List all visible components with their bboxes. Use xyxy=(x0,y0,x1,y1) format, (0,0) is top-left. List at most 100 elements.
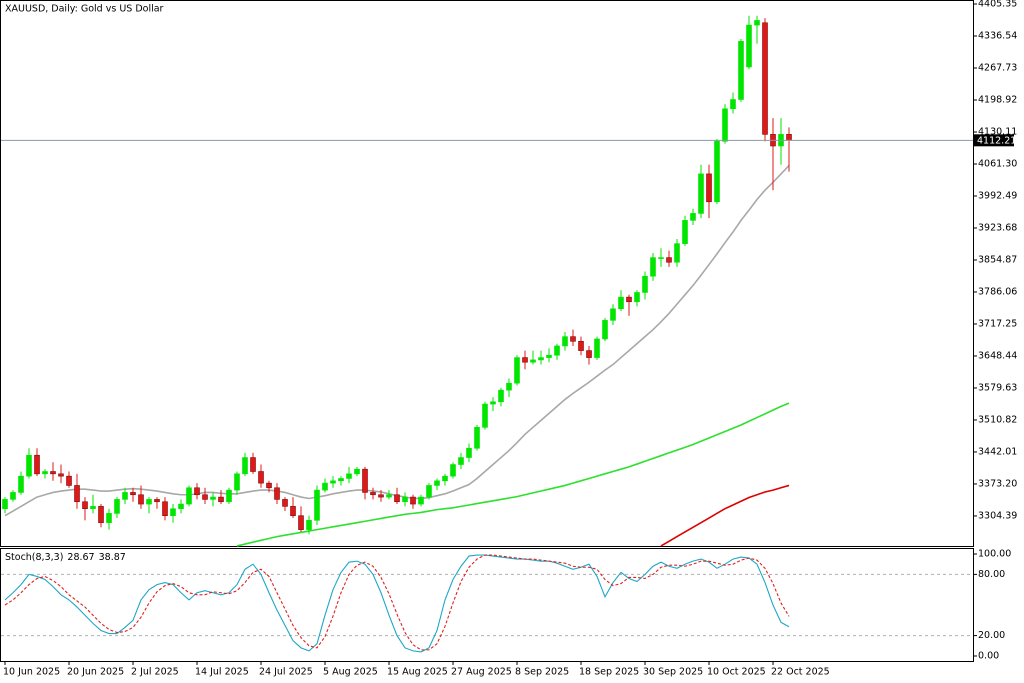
stoch-title: Stoch(8,3,3) xyxy=(5,552,63,563)
candle-body xyxy=(530,359,536,363)
y-tick-label: 3786.06 xyxy=(978,286,1017,297)
candle-body xyxy=(506,382,512,391)
candle-body xyxy=(378,494,384,498)
candle-body xyxy=(482,403,488,428)
y-tick-label: 80.00 xyxy=(978,569,1005,580)
candle-body xyxy=(450,464,456,477)
candle-body xyxy=(242,457,248,475)
candle-body xyxy=(746,24,752,68)
candle-body xyxy=(186,487,192,505)
x-tick-label: 15 Aug 2025 xyxy=(387,667,448,678)
candle-body xyxy=(26,454,32,477)
candle-body xyxy=(650,257,656,277)
candle-body xyxy=(546,354,552,358)
candle-body xyxy=(490,401,496,405)
main-pane-frame xyxy=(0,0,974,547)
price-label-box xyxy=(974,134,1014,147)
candle-body xyxy=(642,275,648,293)
y-tick-label: 4336.54 xyxy=(978,30,1017,41)
y-tick-label: 0.00 xyxy=(978,651,999,662)
candle-body xyxy=(138,494,144,505)
stoch-line xyxy=(4,554,790,653)
candle-body xyxy=(714,141,720,203)
y-tick-label: 4061.30 xyxy=(978,158,1017,169)
candle-body xyxy=(362,468,368,493)
candle-body xyxy=(42,471,48,475)
candle-body xyxy=(74,485,80,503)
candle-body xyxy=(354,468,360,475)
x-tick-label: 5 Aug 2025 xyxy=(323,667,378,678)
y-tick-label: 4198.92 xyxy=(978,94,1017,105)
y-tick-label: 3579.63 xyxy=(978,382,1017,393)
candle-body xyxy=(674,243,680,263)
x-tick-label: 2 Jul 2025 xyxy=(131,667,179,678)
candle-body xyxy=(738,41,744,100)
candle-body xyxy=(210,496,216,500)
candle-body xyxy=(426,485,432,498)
y-tick-label: 100.00 xyxy=(978,548,1011,559)
candle-body xyxy=(298,515,304,530)
stoch-pane-frame xyxy=(0,548,974,662)
candle-body xyxy=(786,134,792,141)
moving-average xyxy=(4,164,790,517)
candle-body xyxy=(706,173,712,203)
candle-body xyxy=(658,257,664,259)
candle-body xyxy=(90,506,96,510)
candle-body xyxy=(562,336,568,347)
candle-body xyxy=(666,257,672,263)
candle-body xyxy=(346,473,352,479)
candle-body xyxy=(594,338,600,358)
y-tick-label: 3992.49 xyxy=(978,190,1017,201)
candle-body xyxy=(690,213,696,221)
x-tick-label: 22 Oct 2025 xyxy=(771,667,830,678)
candle-body xyxy=(394,494,400,503)
candle-body xyxy=(258,471,264,484)
candle-body xyxy=(218,496,224,503)
y-tick-label: 20.00 xyxy=(978,630,1005,641)
candle-body xyxy=(386,494,392,498)
candle-body xyxy=(370,492,376,496)
candle-body xyxy=(570,336,576,342)
candle-body xyxy=(170,508,176,516)
candle-body xyxy=(34,454,40,475)
candle-body xyxy=(618,296,624,310)
y-tick-label: 3854.87 xyxy=(978,254,1017,265)
candle-body xyxy=(122,492,128,500)
candle-body xyxy=(290,506,296,516)
candle-body xyxy=(2,499,8,510)
candle-body xyxy=(82,501,88,510)
x-tick-label: 10 Oct 2025 xyxy=(707,667,766,678)
candle-body xyxy=(466,447,472,458)
stoch-signal-value: 38.87 xyxy=(99,552,126,563)
candle-body xyxy=(250,457,256,472)
stoch-main-value: 28.67 xyxy=(67,552,94,563)
candle-body xyxy=(434,480,440,486)
x-tick-label: 10 Jun 2025 xyxy=(3,667,60,678)
moving-average xyxy=(236,402,790,547)
y-tick-label: 3304.39 xyxy=(978,510,1017,521)
x-tick-label: 24 Jul 2025 xyxy=(259,667,313,678)
candle-body xyxy=(338,478,344,482)
candle-body xyxy=(146,499,152,505)
x-tick-label: 30 Sep 2025 xyxy=(643,667,703,678)
candle-body xyxy=(202,494,208,500)
x-tick-label: 18 Sep 2025 xyxy=(579,667,639,678)
candle-body xyxy=(98,506,104,523)
candle-body xyxy=(314,489,320,521)
y-tick-label: 3510.82 xyxy=(978,414,1017,425)
candle-body xyxy=(762,22,768,135)
candle-body xyxy=(586,350,592,358)
candle-body xyxy=(538,357,544,361)
y-tick-label: 3648.44 xyxy=(978,350,1017,361)
price-label: 4112.21 xyxy=(977,135,1016,146)
y-tick-label: 3717.25 xyxy=(978,318,1017,329)
candle-body xyxy=(402,496,408,503)
candle-body xyxy=(474,427,480,449)
candle-body xyxy=(66,475,72,486)
x-tick-label: 8 Sep 2025 xyxy=(515,667,569,678)
candle-body xyxy=(698,173,704,214)
candle-body xyxy=(330,480,336,484)
x-tick-label: 27 Aug 2025 xyxy=(451,667,512,678)
